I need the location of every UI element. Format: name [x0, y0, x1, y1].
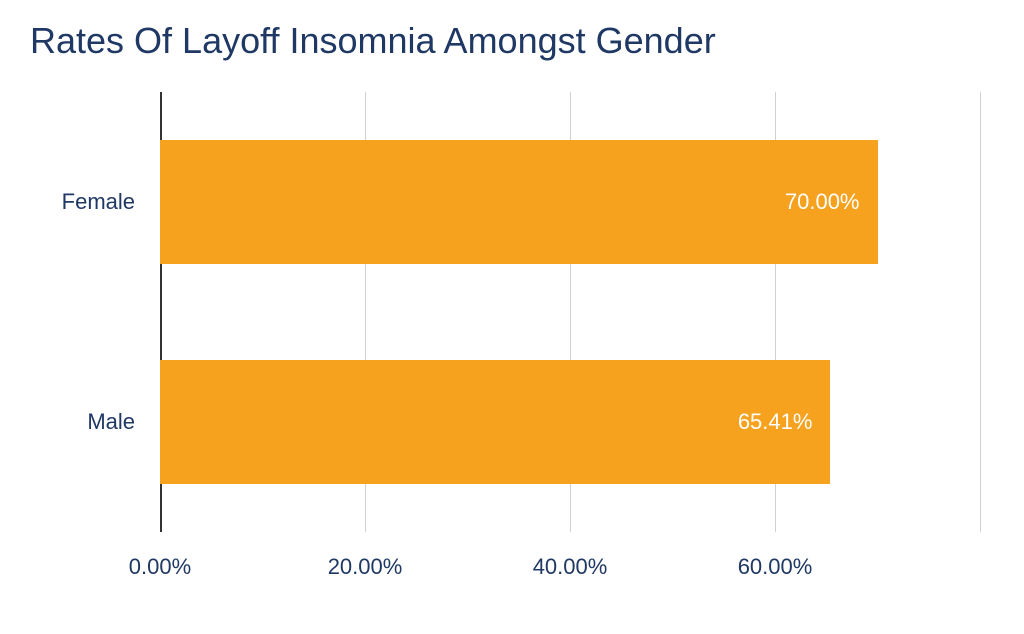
x-axis-tick-label: 40.00%: [533, 554, 608, 580]
bar-female: 70.00%: [160, 140, 878, 263]
bar-value-label: 70.00%: [785, 189, 860, 215]
plot-area: 70.00% 65.41%: [160, 92, 980, 532]
chart-container: Rates Of Layoff Insomnia Amongst Gender …: [0, 0, 1024, 634]
y-axis: Female Male: [30, 92, 150, 532]
bar-value-label: 65.41%: [738, 409, 813, 435]
x-axis-tick-label: 20.00%: [328, 554, 403, 580]
x-axis: 0.00% 20.00% 40.00% 60.00%: [160, 542, 980, 592]
gridline: [980, 92, 981, 532]
bar-male: 65.41%: [160, 360, 830, 483]
y-axis-label-male: Male: [87, 409, 135, 435]
chart-area: Female Male 70.00% 65.41% 0.00% 20.00% 4…: [30, 72, 990, 592]
x-axis-tick-label: 0.00%: [129, 554, 191, 580]
x-axis-tick-label: 60.00%: [738, 554, 813, 580]
chart-title: Rates Of Layoff Insomnia Amongst Gender: [30, 20, 1004, 62]
y-axis-label-female: Female: [62, 189, 135, 215]
